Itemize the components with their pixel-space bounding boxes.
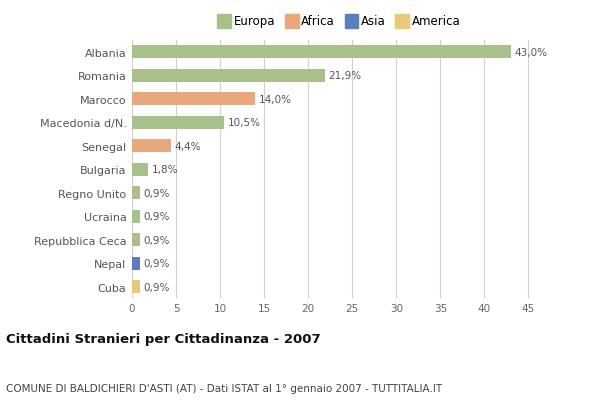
Bar bbox=[132, 257, 140, 270]
Bar bbox=[132, 281, 140, 293]
Text: 0,9%: 0,9% bbox=[143, 235, 170, 245]
Text: 10,5%: 10,5% bbox=[228, 118, 261, 128]
Bar bbox=[132, 93, 256, 106]
Bar bbox=[132, 187, 140, 200]
Text: 0,9%: 0,9% bbox=[143, 188, 170, 198]
Text: 0,9%: 0,9% bbox=[143, 282, 170, 292]
Text: 1,8%: 1,8% bbox=[151, 165, 178, 175]
Text: 43,0%: 43,0% bbox=[514, 47, 547, 58]
Bar bbox=[132, 210, 140, 223]
Bar bbox=[132, 46, 511, 59]
Text: 21,9%: 21,9% bbox=[328, 71, 362, 81]
Text: Cittadini Stranieri per Cittadinanza - 2007: Cittadini Stranieri per Cittadinanza - 2… bbox=[6, 333, 320, 346]
Bar bbox=[132, 70, 325, 83]
Bar bbox=[132, 140, 171, 153]
Text: 4,4%: 4,4% bbox=[174, 142, 201, 151]
Text: COMUNE DI BALDICHIERI D'ASTI (AT) - Dati ISTAT al 1° gennaio 2007 - TUTTITALIA.I: COMUNE DI BALDICHIERI D'ASTI (AT) - Dati… bbox=[6, 383, 442, 393]
Legend: Europa, Africa, Asia, America: Europa, Africa, Asia, America bbox=[215, 12, 463, 30]
Text: 0,9%: 0,9% bbox=[143, 258, 170, 268]
Bar bbox=[132, 234, 140, 247]
Bar bbox=[132, 163, 148, 176]
Text: 14,0%: 14,0% bbox=[259, 94, 292, 104]
Bar bbox=[132, 117, 224, 129]
Text: 0,9%: 0,9% bbox=[143, 211, 170, 222]
